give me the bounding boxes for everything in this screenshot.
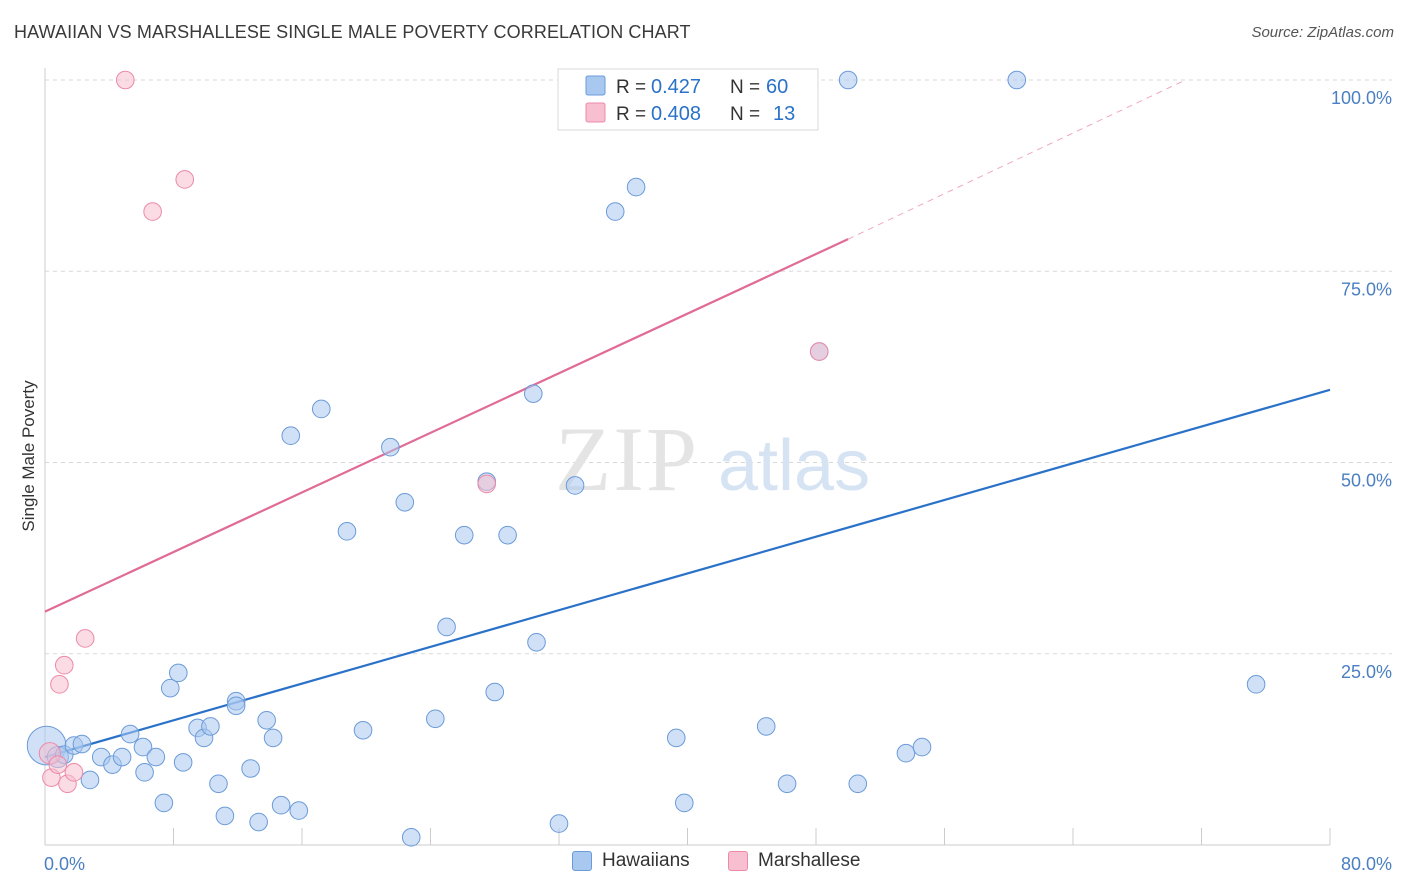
hawaiians-point <box>1246 675 1266 694</box>
hawaiians-point <box>437 617 456 637</box>
hawaiians-point <box>527 632 546 652</box>
marshallese-point <box>809 342 829 361</box>
legend-label-marshallese: Marshallese <box>758 850 861 871</box>
hawaiians-point <box>395 492 415 512</box>
legend-r-value-1: 0.427 <box>651 76 701 98</box>
marshallese-point <box>64 763 84 782</box>
watermark-atlas: atlas <box>718 426 870 506</box>
hawaiians-point <box>777 774 797 794</box>
source-label: Source: ZipAtlas.com <box>1251 24 1394 41</box>
hawaiians-point <box>201 717 220 736</box>
hawaiians-point <box>565 476 585 495</box>
legend: R = 0.427 N = 60 R = 0.408 N = 13 <box>557 68 819 131</box>
hawaiians-point <box>549 814 569 833</box>
hawaiians-point <box>848 774 868 794</box>
legend-r-value-2: 0.408 <box>651 103 701 125</box>
y-tick-label: 50.0% <box>1341 471 1392 491</box>
hawaiians-point <box>485 682 505 702</box>
marshallese-point <box>143 202 162 221</box>
hawaiians-point <box>401 828 421 847</box>
watermark: ZIP atlas <box>555 408 870 510</box>
trend-line-marshallese <box>44 238 849 613</box>
watermark-zip: ZIP <box>555 408 699 510</box>
marshallese-point <box>116 70 135 90</box>
y-tick-label: 100.0% <box>1331 88 1392 108</box>
hawaiians-point <box>838 70 858 90</box>
legend-swatch-blue <box>572 851 592 871</box>
hawaiians-point <box>311 399 331 419</box>
hawaiians-point <box>426 709 445 729</box>
trend-line-marshallese-extension <box>847 79 1186 240</box>
hawaiians-point <box>912 737 932 757</box>
bottom-legend: Hawaiians Marshallese <box>0 850 1406 880</box>
legend-label-hawaiians: Hawaiians <box>602 850 690 871</box>
y-tick-label: 25.0% <box>1341 662 1392 682</box>
legend-n-value-2: 13 <box>773 103 795 125</box>
legend-r-label-1: R = <box>616 77 646 98</box>
chart-title: HAWAIIAN VS MARSHALLESE SINGLE MALE POVE… <box>14 22 691 42</box>
legend-n-label-1: N = <box>730 77 760 98</box>
hawaiians-point <box>498 525 517 545</box>
data-points <box>26 70 1266 847</box>
legend-n-value-1: 60 <box>766 76 788 98</box>
hawaiians-point <box>271 795 291 815</box>
legend-swatch-pink <box>728 851 748 871</box>
hawaiians-point <box>215 806 235 826</box>
hawaiians-point <box>80 770 100 790</box>
hawaiians-point <box>146 747 166 767</box>
hawaiians-point <box>120 724 140 744</box>
marshallese-point <box>48 755 68 774</box>
gridlines <box>45 79 1392 655</box>
hawaiians-point <box>381 437 400 457</box>
marshallese-point <box>175 170 195 189</box>
hawaiians-point <box>209 774 228 794</box>
hawaiians-point <box>666 728 686 748</box>
legend-swatch-hawaiians <box>585 75 606 96</box>
legend-item-hawaiians: Hawaiians <box>572 850 690 872</box>
hawaiians-point <box>135 763 154 782</box>
y-axis-label: Single Male Poverty <box>19 380 38 532</box>
hawaiians-point <box>133 737 153 757</box>
hawaiians-point <box>756 717 776 736</box>
x-tick-label-max: 80.0% <box>1341 854 1392 874</box>
hawaiians-point <box>289 801 309 820</box>
hawaiians-point <box>896 743 916 763</box>
tick-labels: 25.0% 50.0% 75.0% 100.0% 0.0% 80.0% <box>44 88 1392 874</box>
hawaiians-point <box>353 720 373 740</box>
legend-r-label-2: R = <box>616 104 646 125</box>
hawaiians-point <box>263 728 283 748</box>
hawaiians-point <box>257 711 276 730</box>
hawaiians-point <box>173 753 193 772</box>
hawaiians-point <box>674 793 694 813</box>
hawaiians-point <box>605 202 625 221</box>
legend-item-marshallese: Marshallese <box>728 850 860 872</box>
hawaiians-point <box>154 793 174 813</box>
hawaiians-point <box>1007 70 1027 90</box>
marshallese-point <box>477 474 497 494</box>
y-tick-label: 75.0% <box>1341 279 1392 299</box>
hawaiians-point <box>337 522 357 541</box>
hawaiians-point <box>626 177 646 197</box>
x-tick-label-min: 0.0% <box>44 854 85 874</box>
legend-n-label-2: N = <box>730 104 760 125</box>
legend-swatch-marshallese <box>585 102 606 123</box>
hawaiians-point <box>524 384 543 403</box>
hawaiians-point <box>169 663 188 683</box>
hawaiians-point <box>281 426 301 446</box>
marshallese-point <box>54 655 74 675</box>
hawaiians-point <box>112 747 132 767</box>
trend-lines <box>44 79 1331 759</box>
hawaiians-point <box>241 759 260 778</box>
hawaiians-point <box>160 678 180 698</box>
hawaiians-point <box>454 525 474 545</box>
marshallese-point <box>75 629 95 648</box>
hawaiians-point <box>72 734 92 754</box>
trend-line-hawaiians <box>44 388 1331 759</box>
marshallese-point <box>50 675 69 694</box>
hawaiians-point <box>249 812 268 832</box>
hawaiians-point <box>226 696 246 716</box>
